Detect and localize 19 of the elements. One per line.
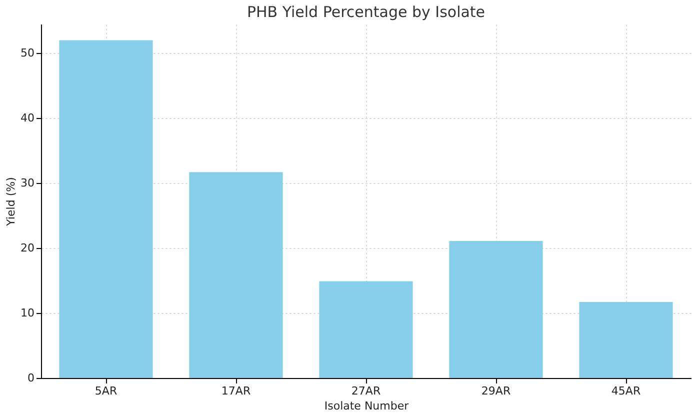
y-tick-label: 50 bbox=[20, 46, 34, 60]
x-tick-label: 27AR bbox=[351, 384, 381, 398]
bar bbox=[579, 302, 673, 378]
bar bbox=[319, 281, 413, 378]
x-axis-title: Isolate Number bbox=[324, 400, 410, 412]
x-tick-label: 17AR bbox=[221, 384, 251, 398]
y-axis-title: Yield (%) bbox=[4, 177, 18, 227]
x-tick-label: 29AR bbox=[481, 384, 511, 398]
bar bbox=[189, 172, 283, 378]
y-tick-label: 0 bbox=[28, 372, 34, 384]
x-tick-label: 5AR bbox=[94, 384, 118, 398]
y-tick-label: 30 bbox=[20, 176, 34, 190]
x-tick-label: 45AR bbox=[611, 384, 641, 398]
bar bbox=[59, 40, 153, 378]
chart-title: PHB Yield Percentage by Isolate bbox=[246, 3, 486, 21]
y-tick-label: 10 bbox=[20, 306, 34, 320]
bar bbox=[449, 240, 543, 378]
y-tick-label: 20 bbox=[20, 242, 34, 255]
y-tick-label: 40 bbox=[20, 112, 34, 125]
